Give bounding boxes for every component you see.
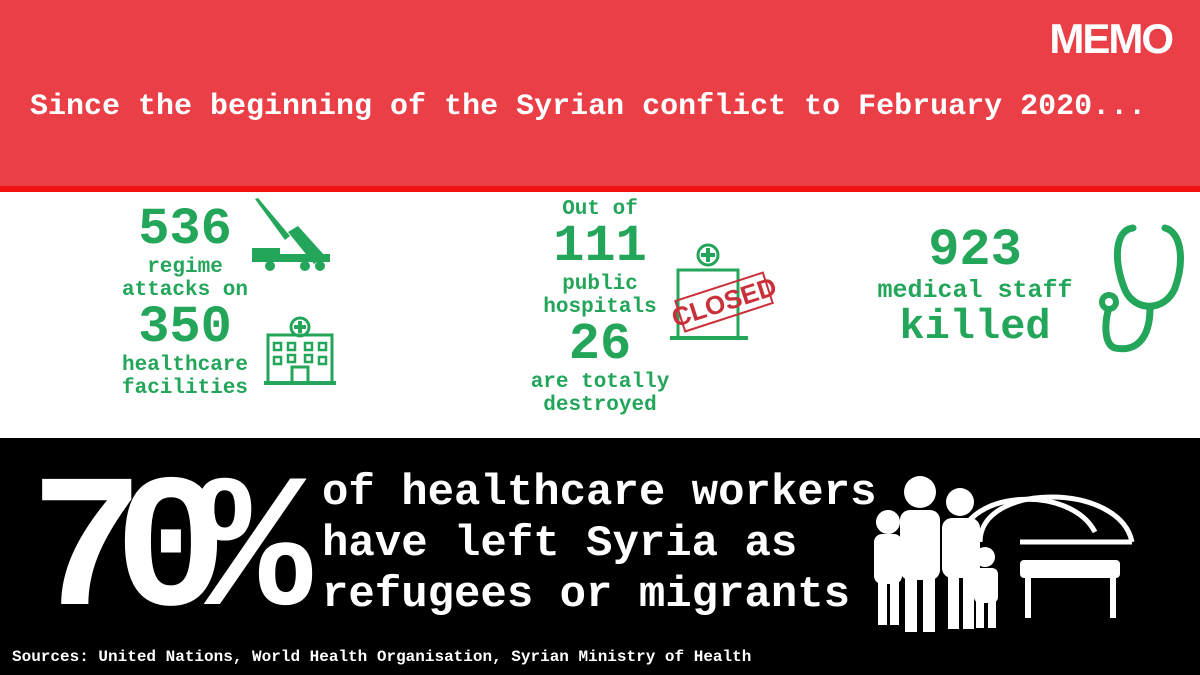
sources-note: Sources: United Nations, World Health Or… [12,648,752,666]
label-line: healthcare [121,354,249,377]
percent-stat: 70% [30,447,312,662]
hospitals-stat: Out of 111 public hospitals 26 are total… [500,198,700,417]
destroyed-number: 26 [568,315,632,374]
text-line: refugees or migrants [322,570,851,620]
text-line: have left Syria as [322,519,798,569]
divider-stripe [0,186,1200,192]
refugee-family-tent-icon [874,476,1135,632]
hospitals-number: 111 [553,217,647,276]
killed-label: killed [899,303,1051,351]
stethoscope-icon [1099,224,1184,353]
hospital-icon [264,316,336,385]
missile-launcher-icon [252,198,330,271]
label-line: hospitals [543,296,657,319]
label-line: attacks on [121,279,249,302]
staff-number: 923 [928,221,1022,280]
attacks-stat: 536 regime attacks on 350 healthcare fac… [95,200,275,401]
header-band [0,0,1200,186]
out-of-label: Out of [562,198,638,221]
memo-logo: MEMO [1049,15,1174,62]
facilities-number: 350 [138,298,232,357]
refugee-text: of healthcare workers have left Syria as… [322,468,877,621]
bottom-band [0,438,1200,675]
staff-label: medical staff [877,276,1073,305]
attacks-number: 536 [138,200,232,259]
staff-stat: 923 medical staff killed [850,221,1100,351]
stats-band [0,192,1200,438]
text-line: of healthcare workers [322,468,877,518]
closed-hospital-icon: CLOSED [668,243,776,340]
label-line: regime [147,256,223,279]
label-line: are totally [530,371,670,394]
label-line: facilities [121,377,249,400]
headline: Since the beginning of the Syrian confli… [30,90,1147,124]
closed-stamp: CLOSED [668,271,776,333]
label-line: public [562,273,638,296]
label-line: destroyed [543,394,657,417]
